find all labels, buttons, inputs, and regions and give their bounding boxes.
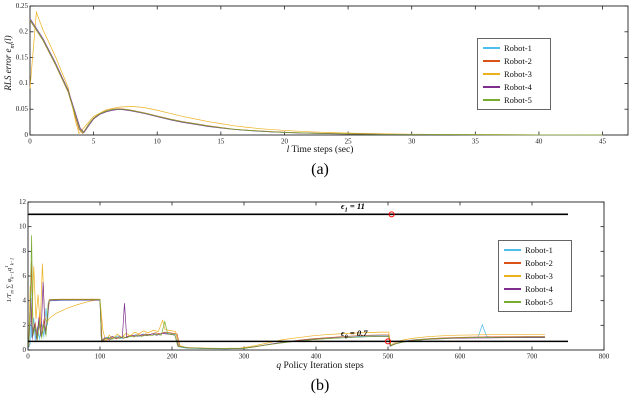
plot-b-xlabel-text: Policy Iteration steps: [281, 361, 364, 371]
plot-a-ylabel-suffix: (l): [3, 35, 13, 44]
legend-line-sample: [483, 98, 500, 101]
epsilon1-value: = 11: [347, 201, 365, 211]
plot-b-ylabel-sub3: k−1: [10, 257, 16, 266]
epsilon0-sub: 0: [344, 334, 348, 341]
legend-item-label: Robot-4: [525, 283, 553, 294]
legend-item: Robot-2: [504, 257, 566, 270]
legend-item: Robot-3: [483, 68, 545, 81]
plot-a-xlabel: l Time steps (sec): [0, 145, 640, 155]
legend-line-sample: [483, 60, 500, 63]
plot-b-ylabel: 1/Tm ∑ φk−1qTk−1: [5, 224, 15, 336]
plot-b-ylabel-sub2: k−1: [10, 271, 16, 279]
legend-line-sample: [504, 249, 521, 252]
epsilon1-sub: 1: [344, 207, 348, 214]
plot-b-ylabel-frac: 1/T: [6, 293, 14, 303]
plot-a-xlabel-var: l: [286, 145, 290, 155]
plot-a-legend: Robot-1 Robot-2 Robot-3 Robot-4 Robot-5: [477, 38, 551, 110]
legend-item: Robot-1: [483, 42, 545, 55]
legend-item: Robot-5: [504, 295, 566, 308]
epsilon0-value: = 0.7: [347, 328, 368, 338]
plot-b-xlabel: q Policy Iteration steps: [0, 361, 640, 371]
legend-line-sample: [504, 300, 521, 303]
epsilon0-annotation: ϵ0 = 0.7: [341, 328, 367, 341]
epsilon-symbol: ϵ: [341, 201, 345, 211]
caption-b: (b): [310, 377, 330, 394]
legend-item-label: Robot-5: [504, 94, 532, 105]
legend-item-label: Robot-3: [504, 68, 532, 79]
epsilon-symbol: ϵ: [341, 328, 345, 338]
plot-a-xlabel-text: Time steps (sec): [289, 145, 354, 155]
legend-line-sample: [483, 72, 500, 75]
plot-b-ylabel-sup: T: [5, 265, 10, 268]
legend-item-label: Robot-3: [525, 270, 553, 281]
epsilon1-annotation: ϵ1 = 11: [341, 201, 365, 214]
caption-a: (a): [311, 161, 329, 178]
legend-item-label: Robot-5: [525, 296, 553, 307]
legend-line-sample: [483, 47, 500, 50]
legend-item: Robot-4: [483, 80, 545, 93]
plot-b-xlabel-var: q: [276, 361, 282, 371]
legend-line-sample: [504, 262, 521, 265]
plot-a-ylabel: RLS error em(l): [3, 4, 16, 122]
plot-b-ylabel-q: q: [6, 267, 14, 272]
sum-symbol: ∑: [6, 282, 14, 291]
legend-item: Robot-2: [483, 55, 545, 68]
legend-item: Robot-5: [483, 93, 545, 106]
legend-line-sample: [504, 287, 521, 290]
phi-symbol: φ: [6, 278, 14, 283]
legend-item-label: Robot-2: [525, 258, 553, 269]
legend-item: Robot-1: [504, 244, 566, 257]
legend-item-label: Robot-1: [504, 43, 532, 54]
plot-b-legend: Robot-1 Robot-2 Robot-3 Robot-4 Robot-5: [498, 240, 572, 312]
plot-b-ylabel-sub1: m: [10, 290, 16, 294]
legend-item: Robot-3: [504, 270, 566, 283]
plot-a-ylabel-sub: m: [8, 43, 16, 49]
legend-item-label: Robot-4: [504, 81, 532, 92]
legend-item-label: Robot-1: [525, 245, 553, 256]
legend-line-sample: [504, 274, 521, 277]
legend-line-sample: [483, 85, 500, 88]
legend-item: Robot-4: [504, 282, 566, 295]
plot-a-ylabel-text: RLS error e: [3, 48, 13, 91]
legend-item-label: Robot-2: [504, 56, 532, 67]
